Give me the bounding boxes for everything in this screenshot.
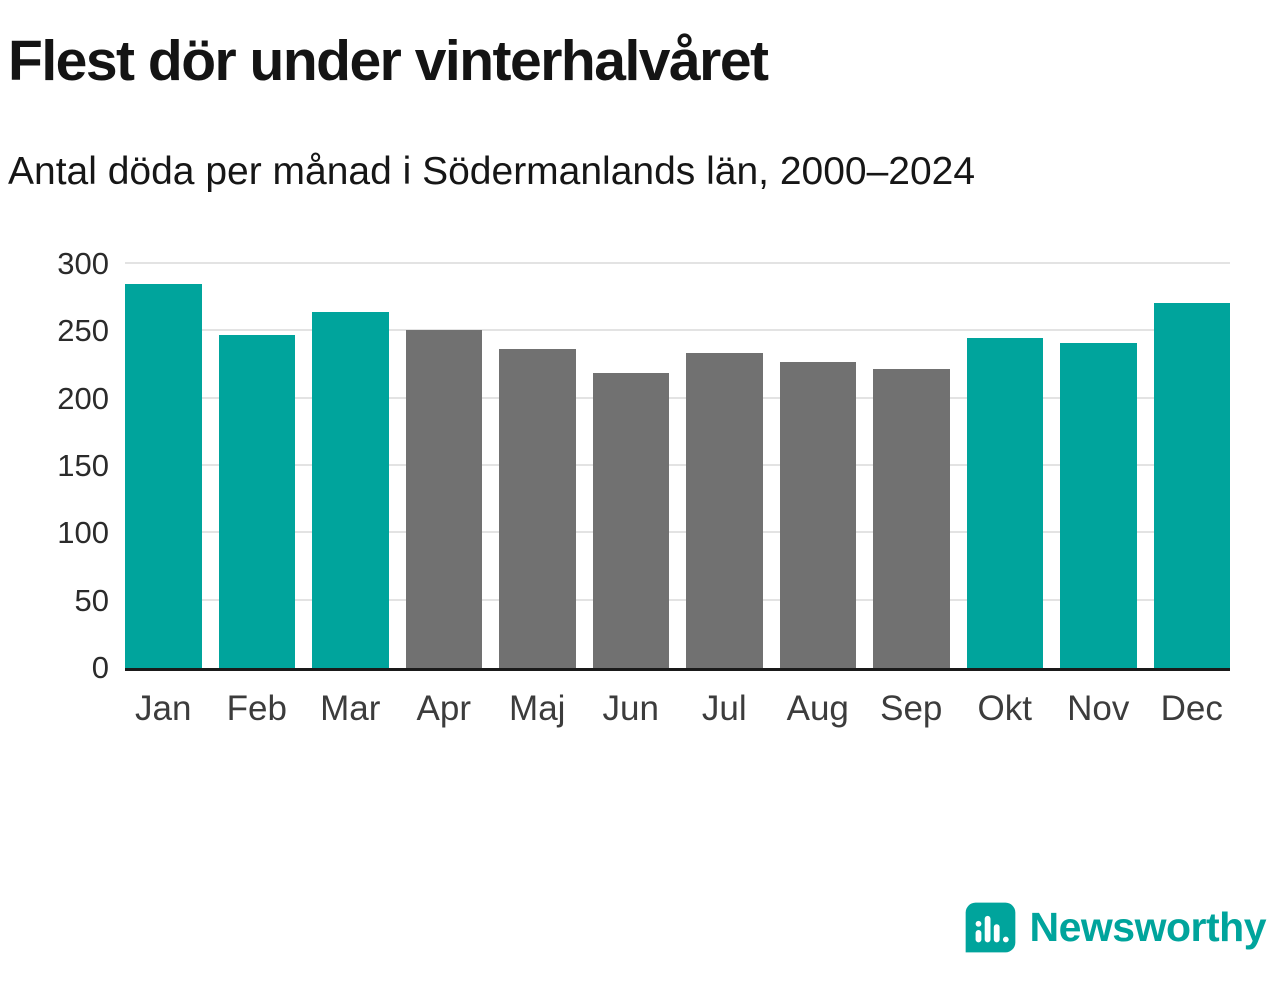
plot-area: 0 50 100 150 200 250 300 bbox=[57, 246, 1230, 685]
x-tick-aug: Aug bbox=[786, 689, 849, 728]
brand-name: Newsworthy bbox=[1029, 904, 1267, 950]
y-tick-0: 0 bbox=[91, 650, 109, 685]
y-tick-100: 100 bbox=[57, 515, 109, 551]
bar-dec bbox=[1153, 303, 1230, 668]
x-tick-apr: Apr bbox=[416, 689, 471, 728]
gridline-200 bbox=[125, 396, 1230, 399]
bar-jul bbox=[686, 352, 763, 668]
chart-figure: Flest dör under vinterhalvåret Antal död… bbox=[0, 28, 1280, 988]
y-tick-50: 50 bbox=[74, 582, 109, 618]
bar-jun bbox=[592, 373, 669, 668]
x-tick-sep: Sep bbox=[880, 689, 943, 728]
bar-aug bbox=[779, 362, 856, 668]
x-tick-jan: Jan bbox=[135, 689, 192, 728]
x-axis-labels: Jan Feb Mar Apr Maj Jun Jul Aug Sep Okt Nov Dec bbox=[125, 689, 1230, 729]
bar-okt bbox=[966, 338, 1043, 668]
gridline-100 bbox=[125, 531, 1230, 534]
bar-mar bbox=[312, 312, 389, 668]
x-tick-feb: Feb bbox=[226, 689, 287, 728]
bars bbox=[125, 264, 1230, 668]
gridline-250 bbox=[125, 329, 1230, 332]
x-tick-dec: Dec bbox=[1160, 689, 1223, 728]
chart-title: Flest dör under vinterhalvåret bbox=[8, 29, 769, 93]
x-tick-mar: Mar bbox=[320, 689, 381, 728]
gridline-50 bbox=[125, 598, 1230, 601]
y-tick-250: 250 bbox=[57, 313, 109, 349]
bar-maj bbox=[499, 348, 576, 668]
newsworthy-logo-icon bbox=[965, 902, 1015, 953]
y-tick-300: 300 bbox=[57, 246, 109, 281]
x-tick-jul: Jul bbox=[701, 689, 747, 728]
bar-feb bbox=[218, 335, 295, 668]
bar-chart: 0 50 100 150 200 250 300 Jan Feb Mar Apr Maj Jun Jul… bbox=[25, 246, 1230, 729]
y-tick-150: 150 bbox=[57, 448, 109, 483]
y-tick-200: 200 bbox=[57, 380, 109, 416]
bar-apr bbox=[405, 330, 482, 668]
chart-subtitle: Antal döda per månad i Södermanlands län… bbox=[8, 150, 976, 193]
bar-jan bbox=[125, 284, 202, 668]
bar-sep bbox=[873, 369, 950, 668]
gridline-150 bbox=[125, 464, 1230, 466]
x-tick-nov: Nov bbox=[1067, 689, 1130, 728]
bar-nov bbox=[1060, 343, 1137, 668]
brand-footer: Newsworthy bbox=[964, 901, 1267, 954]
gridline-300 bbox=[125, 262, 1230, 264]
x-tick-okt: Okt bbox=[977, 689, 1032, 728]
x-tick-jun: Jun bbox=[602, 689, 659, 728]
x-tick-maj: Maj bbox=[509, 689, 566, 728]
